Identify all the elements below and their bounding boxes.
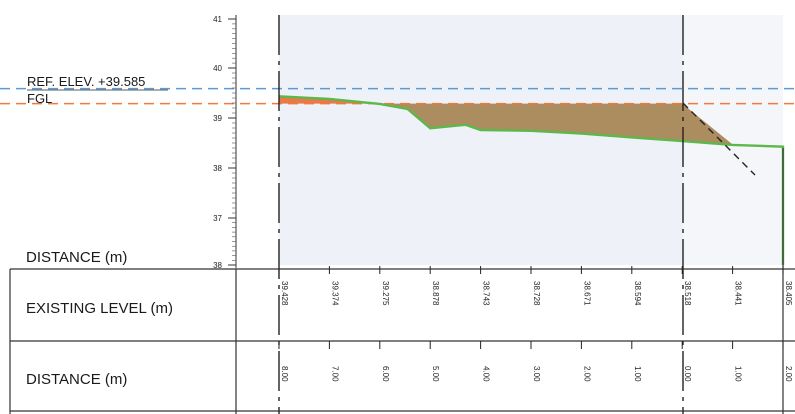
design-slope-line	[682, 102, 756, 176]
y-tick-label: 38	[213, 164, 222, 173]
distance-value: 2.00	[582, 366, 591, 382]
existing-level-value: 39.428	[280, 281, 289, 306]
y-tick-label: 40	[213, 64, 222, 73]
distance-value: 8.00	[280, 366, 289, 382]
existing-ground-line	[278, 95, 785, 265]
y-tick-label: 41	[213, 15, 222, 24]
existing-level-value: 38.671	[582, 281, 591, 306]
distance-value: 1.00	[633, 366, 642, 382]
y-tick-label: 37	[213, 214, 222, 223]
existing-level-row-label: EXISTING LEVEL (m)	[26, 300, 173, 317]
ref-elev-label: REF. ELEV. +39.585	[27, 74, 145, 89]
distance-value: 0.00	[683, 366, 692, 382]
existing-level-value: 38.518	[683, 281, 692, 306]
existing-level-value: 38.594	[633, 281, 642, 306]
y-tick-label: 38	[213, 261, 222, 270]
distance-value: 3.00	[532, 366, 541, 382]
existing-level-value: 38.405	[784, 281, 793, 306]
distance-header-label: DISTANCE (m)	[26, 249, 127, 266]
station-marks: 39.428 8.00 39.374 7.00 39.275 6.00 38.878 5.00…	[278, 266, 793, 382]
existing-level-value: 39.374	[330, 281, 339, 306]
distance-value: 7.00	[330, 366, 339, 382]
existing-level-value: 38.743	[482, 281, 491, 306]
distance-row-label: DISTANCE (m)	[26, 371, 127, 388]
existing-level-value: 39.275	[381, 281, 390, 306]
fill-area	[382, 103, 733, 145]
distance-value: 6.00	[381, 366, 390, 382]
existing-level-value: 38.728	[532, 281, 541, 306]
fgl-label: FGL	[27, 91, 52, 106]
distance-value: 4.00	[482, 366, 491, 382]
existing-level-value: 38.878	[431, 281, 440, 306]
distance-value: 1.00	[734, 366, 743, 382]
y-tick-label: 39	[213, 114, 222, 123]
distance-value: 2.00	[784, 366, 793, 382]
distance-value: 5.00	[431, 366, 440, 382]
y-axis-ticks: 41 40 39 38 37 38	[213, 15, 236, 270]
existing-level-value: 38.441	[734, 281, 743, 306]
